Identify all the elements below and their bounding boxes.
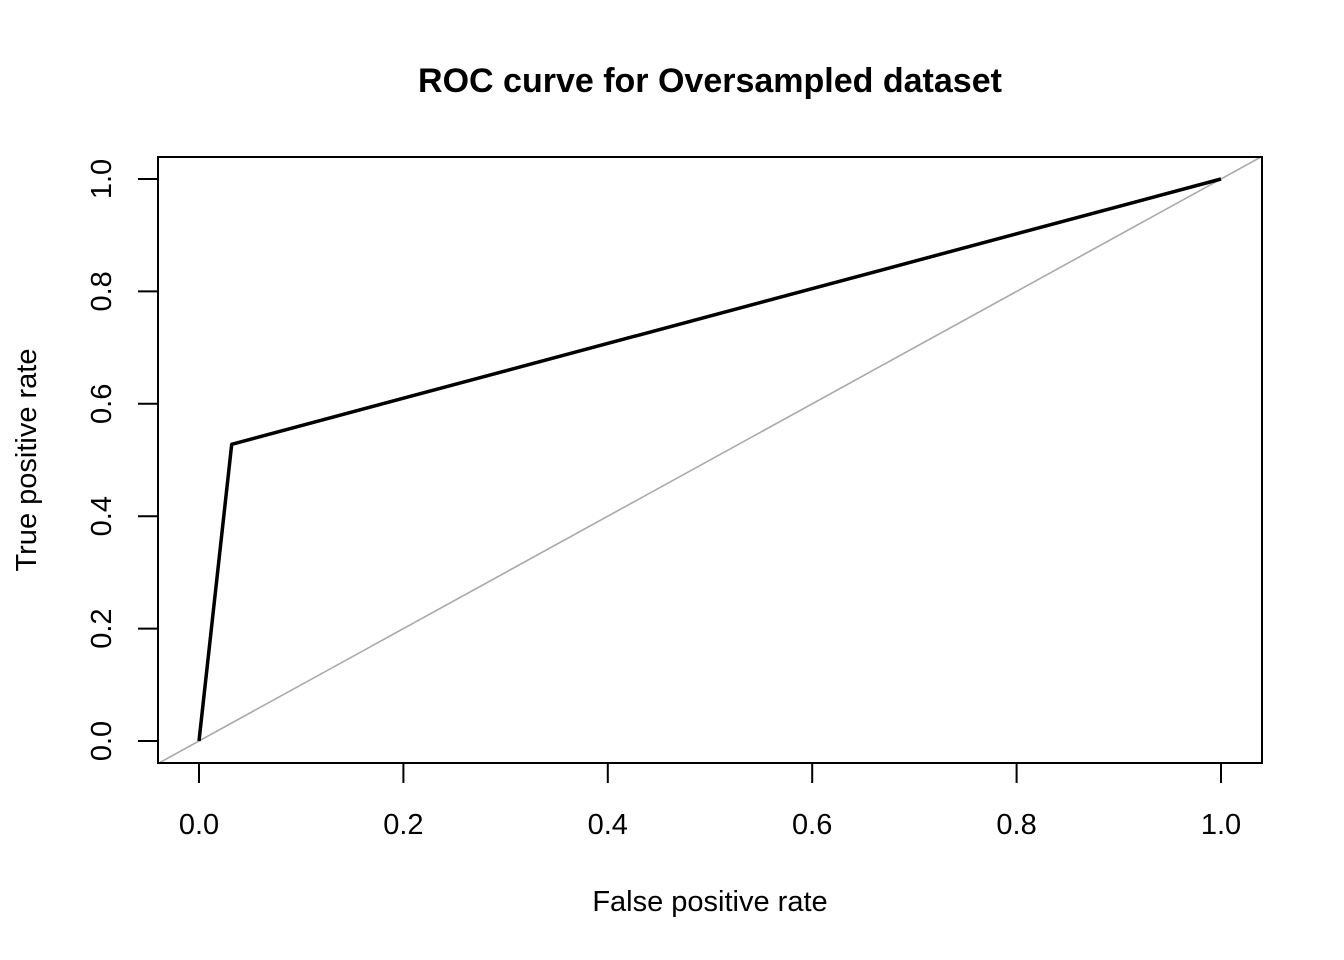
x-tick-label: 1.0 <box>1201 809 1241 841</box>
plot-area <box>158 157 1262 763</box>
x-tick-label: 0.6 <box>792 809 832 841</box>
roc-curve-line <box>197 177 1222 742</box>
y-tick-label: 0.8 <box>86 271 118 311</box>
y-tick-label: 0.0 <box>86 721 118 761</box>
x-tick-label: 0.4 <box>588 809 628 841</box>
y-axis: 0.0 0.2 0.4 0.6 0.8 1.0 <box>86 159 159 761</box>
x-tick-label: 0.2 <box>383 809 423 841</box>
y-axis-label: True positive rate <box>11 349 43 572</box>
y-tick-label: 0.4 <box>86 496 118 536</box>
x-axis: 0.0 0.2 0.4 0.6 0.8 1.0 <box>179 762 1241 841</box>
y-tick-label: 0.2 <box>86 608 118 648</box>
x-tick-label: 0.8 <box>996 809 1036 841</box>
x-tick-label: 0.0 <box>179 809 219 841</box>
y-tick-label: 0.6 <box>86 384 118 424</box>
y-tick-label: 1.0 <box>86 159 118 199</box>
x-axis-label: False positive rate <box>592 886 827 918</box>
reference-diagonal-line <box>158 157 1262 763</box>
chart-title: ROC curve for Oversampled dataset <box>418 62 1002 100</box>
